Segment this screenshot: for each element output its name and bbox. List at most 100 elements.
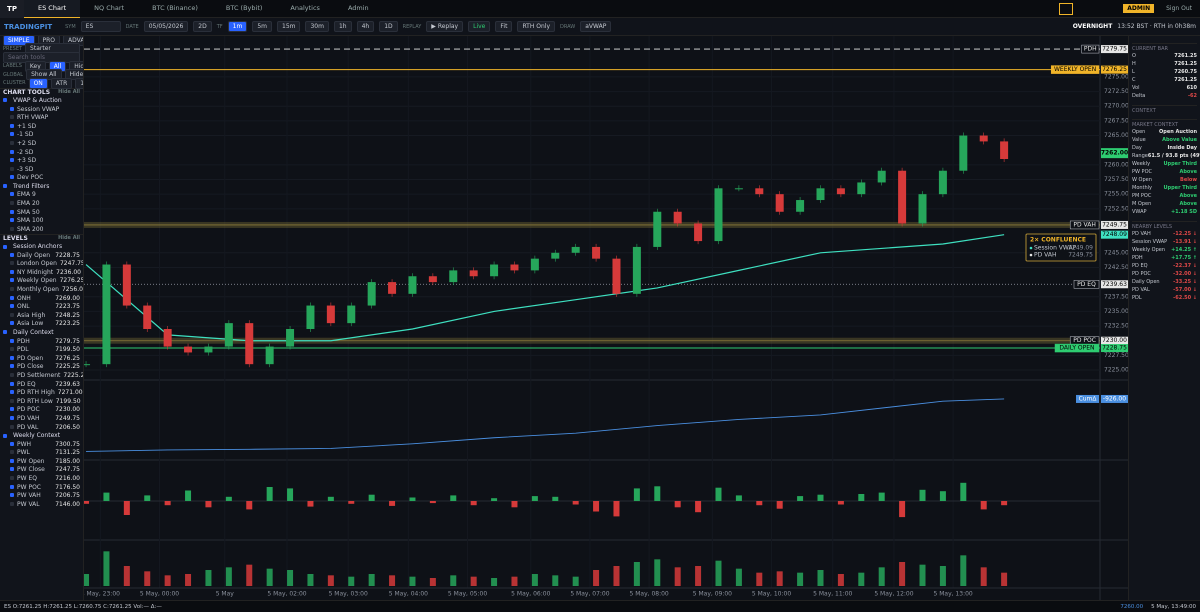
checkbox[interactable] xyxy=(10,115,14,120)
toolbar-button[interactable]: Fit xyxy=(495,21,513,32)
checkbox[interactable] xyxy=(10,218,14,223)
checkbox[interactable] xyxy=(10,364,14,369)
checkbox[interactable] xyxy=(10,484,14,489)
checkbox[interactable] xyxy=(10,140,14,145)
checkbox[interactable] xyxy=(10,278,14,283)
checkbox[interactable] xyxy=(10,175,14,180)
toolbar-button[interactable]: aVWAP xyxy=(580,21,612,32)
checkbox[interactable] xyxy=(10,441,14,446)
checkbox[interactable] xyxy=(3,330,7,335)
level-item: PD POC 7230.00 xyxy=(0,406,83,415)
item-name: -2 SD xyxy=(17,148,34,156)
item-left: SMA 200 xyxy=(10,226,43,233)
item-name: SMA 50 xyxy=(17,208,40,216)
checkbox[interactable] xyxy=(10,261,14,266)
checkbox[interactable] xyxy=(10,252,14,257)
sign-out[interactable]: Sign Out xyxy=(1166,5,1192,12)
checkbox[interactable] xyxy=(10,201,14,206)
hide-all[interactable]: Hide All xyxy=(58,235,80,242)
nav-tab[interactable]: Admin xyxy=(347,4,369,12)
clock: 13:52 BST · RTH in 0h38m xyxy=(1117,23,1196,30)
checkbox[interactable] xyxy=(10,407,14,412)
checkbox[interactable] xyxy=(10,132,14,137)
toolbar-button[interactable]: 4h xyxy=(356,21,375,32)
toolbar-button[interactable]: ▶ Replay xyxy=(426,21,464,32)
panel-row: Value Above Value xyxy=(1132,136,1197,144)
checkbox[interactable] xyxy=(10,158,14,163)
row-value: +17.75 ↑ xyxy=(1171,255,1197,261)
nav-tab[interactable]: BTC (Binance) xyxy=(152,4,198,12)
nav-tab[interactable]: BTC (Bybit) xyxy=(225,4,263,12)
nav-tab[interactable]: ES Chart xyxy=(24,0,81,18)
toolbar-button[interactable]: ES xyxy=(80,21,121,32)
checkbox[interactable] xyxy=(10,226,14,231)
volume-bar xyxy=(878,567,885,586)
checkbox[interactable] xyxy=(10,450,14,455)
item-name: PW VAL xyxy=(17,500,40,508)
item-name: Daily Open xyxy=(17,251,51,259)
option-button[interactable]: ON xyxy=(28,77,48,89)
checkbox[interactable] xyxy=(10,123,14,128)
checkbox[interactable] xyxy=(3,244,7,249)
checkbox[interactable] xyxy=(10,304,14,309)
toolbar-button[interactable]: Live xyxy=(468,21,491,32)
checkbox[interactable] xyxy=(10,149,14,154)
checkbox[interactable] xyxy=(10,415,14,420)
volume-bar xyxy=(327,575,334,586)
toolbar-button[interactable]: RTH Only xyxy=(517,21,555,32)
checkbox[interactable] xyxy=(10,493,14,498)
checkbox[interactable] xyxy=(10,398,14,403)
hide-all[interactable]: Hide All xyxy=(58,89,80,96)
checkbox[interactable] xyxy=(10,381,14,386)
toolbar-button[interactable]: 5m xyxy=(252,21,272,32)
checkbox[interactable] xyxy=(10,269,14,274)
checkbox[interactable] xyxy=(10,106,14,111)
group-name: Daily Context xyxy=(13,328,54,336)
checkbox[interactable] xyxy=(3,98,7,103)
option-button[interactable]: Hide All xyxy=(64,69,83,81)
checkbox[interactable] xyxy=(10,476,14,481)
checkbox[interactable] xyxy=(3,184,7,189)
row-value: Open Auction xyxy=(1158,129,1197,135)
checkbox[interactable] xyxy=(10,209,14,214)
checkbox[interactable] xyxy=(10,192,14,197)
alert-icon[interactable] xyxy=(1059,2,1074,15)
chart: 7225.00 7227.50 7232.50 7235.00 7237.50 7242.… xyxy=(84,36,1128,600)
toolbar-button[interactable]: 2D xyxy=(193,21,212,32)
toolbar-button[interactable]: 05/05/2026 xyxy=(143,21,189,32)
level-item: ONL 7223.75 xyxy=(0,302,83,311)
toolbar-button[interactable]: 15m xyxy=(277,21,301,32)
delta-bar xyxy=(123,501,130,515)
option-button[interactable]: ATR xyxy=(50,77,73,89)
nav-tab[interactable]: NQ Chart xyxy=(94,4,125,12)
checkbox[interactable] xyxy=(10,338,14,343)
checkbox[interactable] xyxy=(10,355,14,360)
logo[interactable]: TP xyxy=(0,0,24,18)
checkbox[interactable] xyxy=(10,295,14,300)
option-button[interactable]: 1.75 xyxy=(75,77,83,89)
checkbox[interactable] xyxy=(10,347,14,352)
nav-tab[interactable]: Analytics xyxy=(290,4,320,12)
toolbar-button[interactable]: 1D xyxy=(379,21,398,32)
checkbox[interactable] xyxy=(10,458,14,463)
level-item: -1 SD xyxy=(0,131,83,140)
mode-tab[interactable]: SIMPLE xyxy=(3,36,35,46)
volume-bar xyxy=(225,567,232,586)
row-value: 7260.75 xyxy=(1174,69,1197,75)
toolbar-button[interactable]: 1h xyxy=(333,21,352,32)
checkbox[interactable] xyxy=(10,467,14,472)
checkbox[interactable] xyxy=(10,501,14,506)
checkbox[interactable] xyxy=(10,321,14,326)
toolbar-button[interactable]: 30m xyxy=(305,21,329,32)
checkbox[interactable] xyxy=(10,390,14,395)
delta-bar xyxy=(164,501,171,506)
item-name: PD Settlement xyxy=(17,371,61,379)
checkbox[interactable] xyxy=(10,166,14,171)
checkbox[interactable] xyxy=(10,287,14,292)
checkbox[interactable] xyxy=(3,433,7,438)
checkbox[interactable] xyxy=(10,372,14,377)
checkbox[interactable] xyxy=(10,424,14,429)
checkbox[interactable] xyxy=(10,312,14,317)
toolbar-button[interactable]: 1m xyxy=(227,21,248,32)
volume-bar xyxy=(307,574,314,586)
